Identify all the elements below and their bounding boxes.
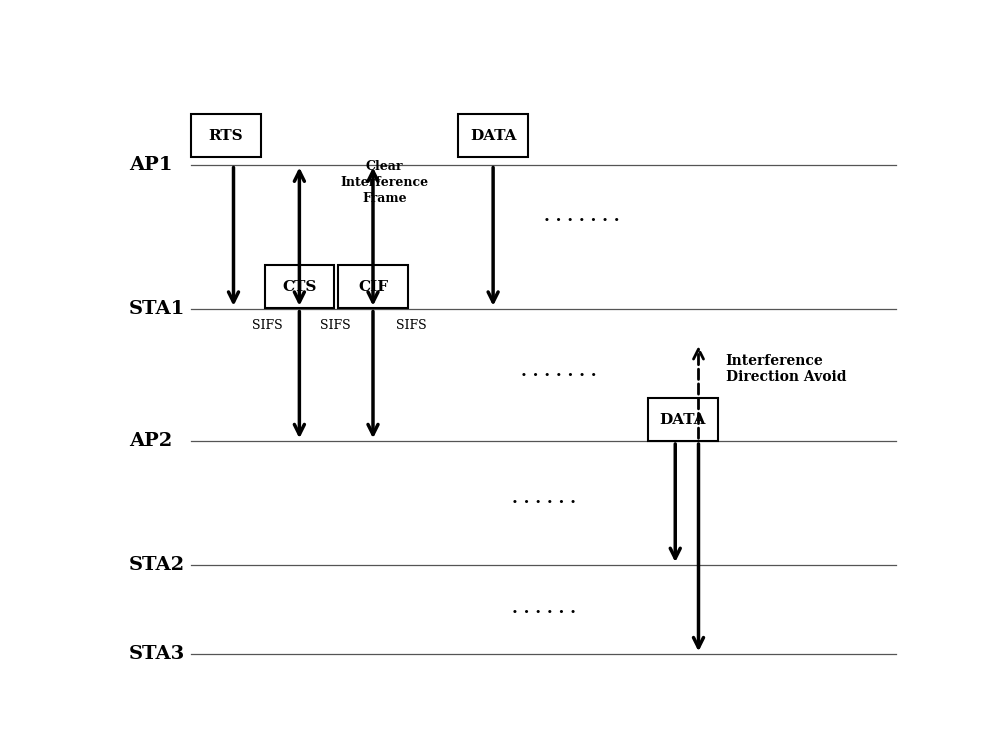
Bar	[191, 114, 261, 157]
Bar	[648, 398, 718, 441]
Bar	[264, 265, 334, 308]
Text: Clear
Interference
Frame: Clear Interference Frame	[341, 160, 429, 205]
Text: CIF: CIF	[358, 280, 388, 294]
Text: RTS: RTS	[208, 129, 243, 143]
Text: . . . . . . .: . . . . . . .	[544, 208, 620, 225]
Text: AP1: AP1	[129, 156, 172, 174]
Text: STA3: STA3	[129, 646, 185, 663]
Bar	[458, 114, 528, 157]
Text: SIFS: SIFS	[252, 319, 282, 332]
Text: DATA: DATA	[660, 413, 706, 427]
Text: STA2: STA2	[129, 556, 185, 574]
Text: . . . . . .: . . . . . .	[512, 600, 576, 616]
Text: DATA: DATA	[470, 129, 516, 143]
Text: SIFS: SIFS	[396, 319, 427, 332]
Text: STA1: STA1	[129, 300, 185, 318]
Bar	[338, 265, 408, 308]
Text: SIFS: SIFS	[320, 319, 351, 332]
Text: Interference
Direction Avoid: Interference Direction Avoid	[726, 354, 846, 384]
Text: AP2: AP2	[129, 432, 172, 450]
Text: . . . . . .: . . . . . .	[512, 490, 576, 507]
Text: . . . . . . .: . . . . . . .	[521, 364, 597, 381]
Text: CTS: CTS	[282, 280, 317, 294]
